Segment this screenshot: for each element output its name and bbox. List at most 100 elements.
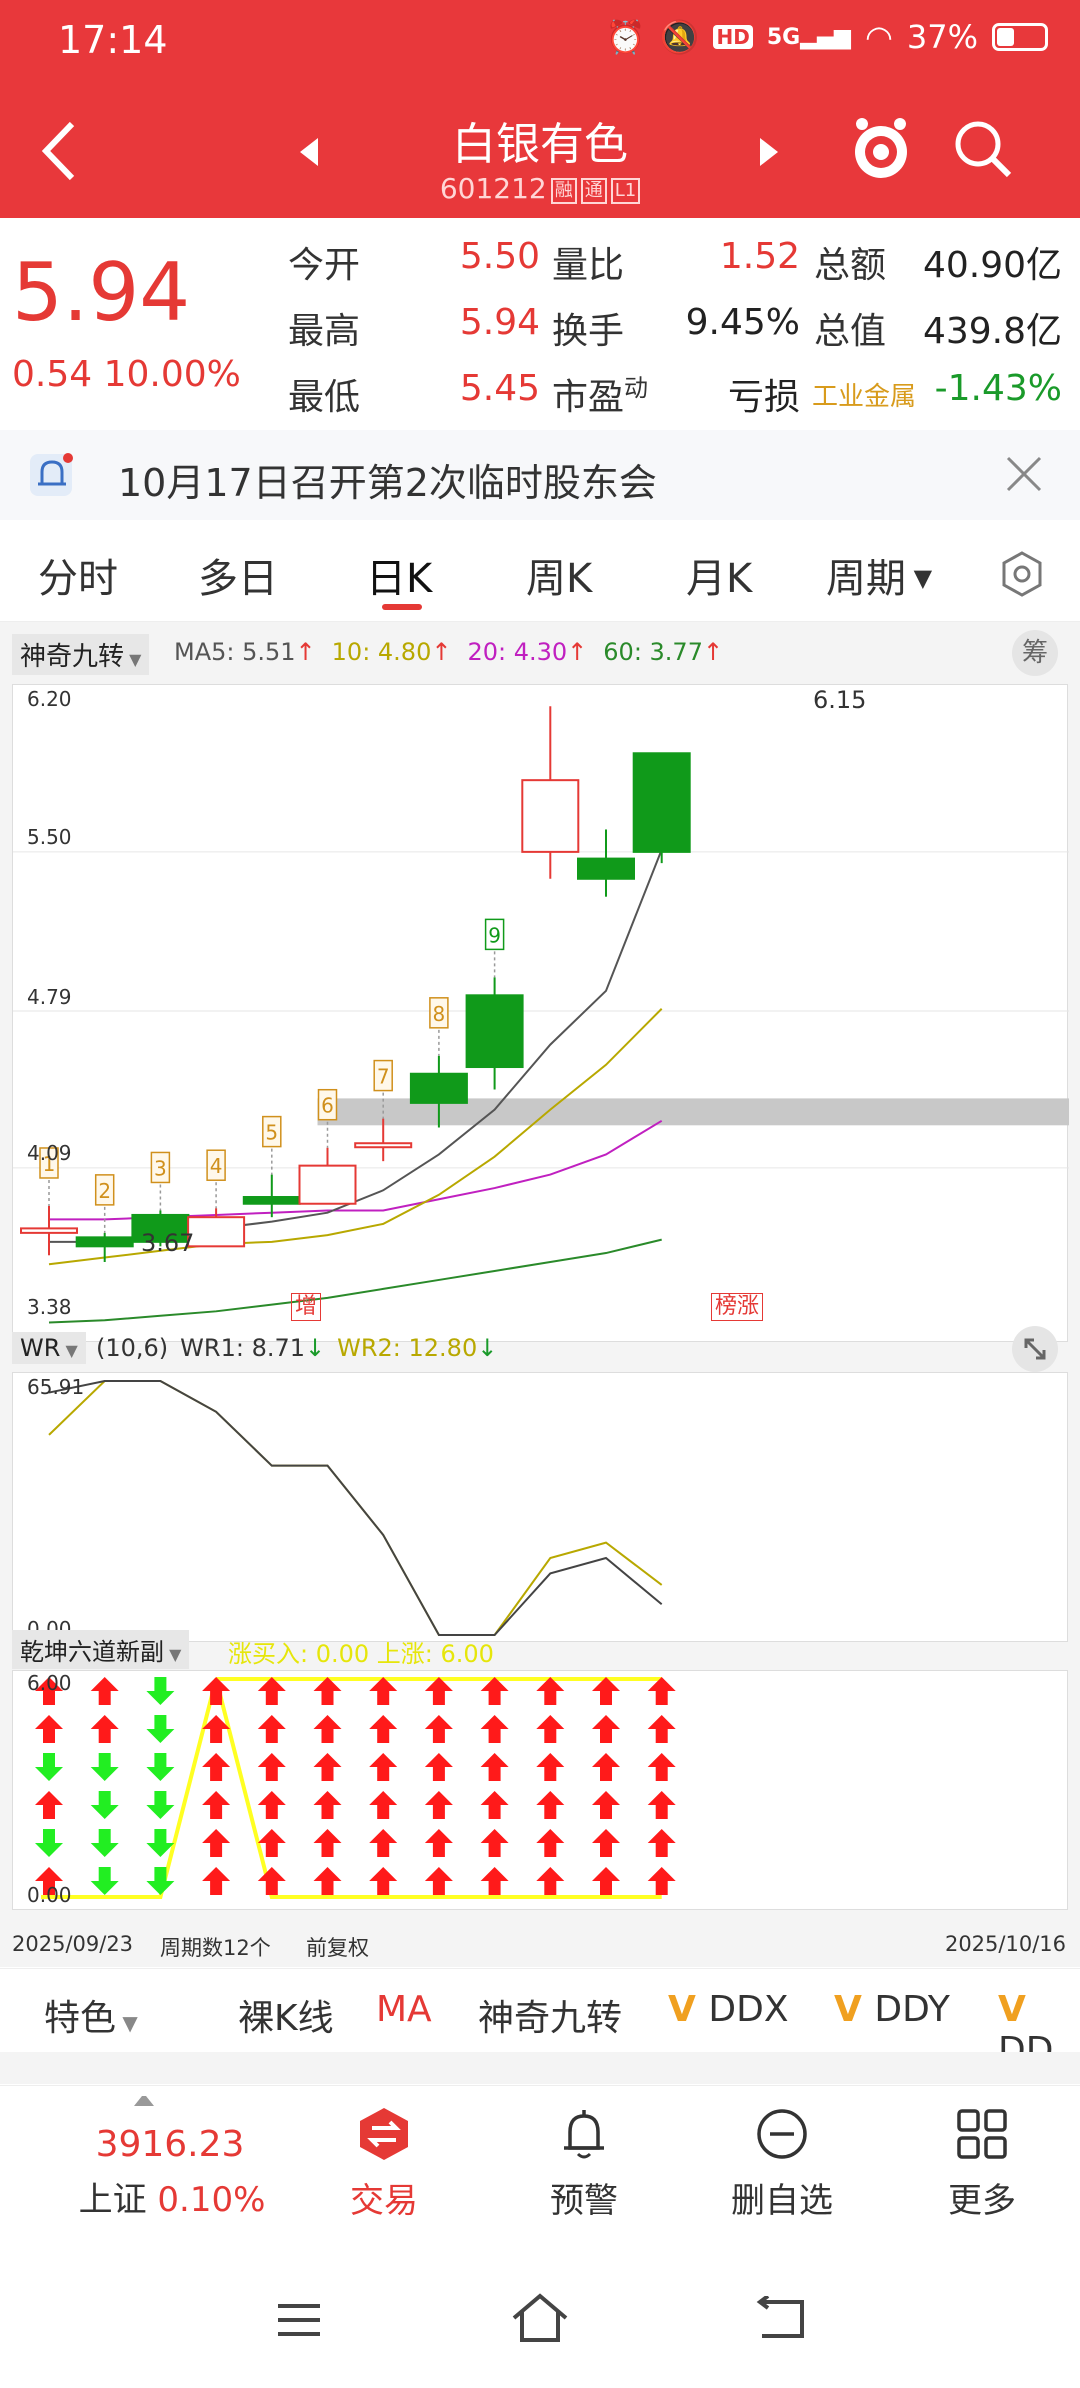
up-arrow-icon [424,1677,453,1705]
up-arrow-icon [480,1829,509,1857]
kline-indicator-select[interactable]: 神奇九转 ▼ [12,634,150,675]
tab-intraday[interactable]: 分时 [38,556,118,602]
settings-hexagon-icon[interactable] [998,550,1046,598]
tool-nine-turn[interactable]: 神奇九转 [478,1998,623,2039]
turnover-amount-value: 40.90亿 [922,245,1062,286]
up-arrow-icon [257,1829,286,1857]
down-arrow-icon [35,1753,63,1781]
tab-period[interactable]: 周期 ▼ [826,546,932,604]
mute-icon: 🔕 [659,18,700,56]
down-arrow-icon [146,1829,175,1857]
mascot-icon[interactable] [848,114,914,184]
tab-daily-k[interactable]: 日K [366,556,433,602]
wr1-text: WR1: 8.71 [180,1334,305,1362]
tab-weekly-k[interactable]: 周K [526,556,593,602]
nine-turn-number: 5 [265,1121,278,1145]
up-arrow-icon [202,1715,231,1743]
nine-turn-number: 6 [321,1094,334,1118]
up-arrow-icon [536,1791,565,1819]
home-icon[interactable] [510,2292,570,2344]
stock-code-text: 601212 [439,172,547,205]
wr-y-top: 65.91 [27,1375,85,1399]
ma60-text: 60: 3.77 [603,638,703,666]
y-tick-3: 4.79 [27,985,72,1009]
nine-turn-number: 8 [433,1002,446,1026]
nav-more[interactable]: 更多 [922,2106,1042,2222]
marker-top-list[interactable]: 榜涨 [711,1293,764,1321]
up-arrow-icon [647,1753,676,1781]
pe-label-sup: 动 [624,374,649,402]
up-arrow-icon [647,1791,676,1819]
up-arrow-icon [257,1753,286,1781]
nine-turn-box [484,918,505,951]
up-arrow-icon [536,1753,565,1781]
down-arrow-icon [146,1867,175,1895]
index-value[interactable]: 3916.23 [95,2124,245,2165]
wr2-line [48,1380,663,1636]
nav-remove-watchlist[interactable]: 删自选 [722,2106,842,2222]
nine-turn-box [206,1149,226,1181]
tool-naked-k[interactable]: 裸K线 [238,1998,334,2039]
search-icon[interactable] [952,118,1014,180]
up-arrow-icon [480,1715,509,1743]
tool-ddy[interactable]: V DDY [834,1989,950,2030]
down-arrow-icon [146,1677,175,1705]
up-arrow-icon [313,1867,342,1895]
up-arrow-icon [592,1791,620,1819]
announcement-text[interactable]: 10月17日召开第2次临时股东会 [118,461,657,505]
tab-multiday[interactable]: 多日 [198,556,278,602]
prev-stock-icon[interactable] [300,138,318,166]
tool-dd[interactable]: V DD [998,1989,1080,2071]
chart-area: 神奇九转 ▼ MA5: 5.51↑ 10: 4.80↑ 20: 4.30↑ 60… [0,622,1080,1967]
tool-ma[interactable]: MA [376,1989,432,2030]
menu-icon[interactable] [274,2300,324,2340]
wr-panel[interactable]: 65.91 0.00 [12,1372,1068,1642]
nine-turn-box [373,1059,393,1092]
vip-icon: V [998,1989,1026,2030]
chip-distribution-button[interactable]: 筹 [1012,630,1058,676]
index-summary[interactable]: 上证 0.10% [52,2172,292,2221]
up-arrow-icon [424,1829,453,1857]
close-icon[interactable] [1004,454,1044,494]
alert-bell-icon [564,2110,604,2159]
nine-turn-number: 4 [210,1154,223,1178]
grid-more-icon [957,2109,1007,2159]
qk-panel[interactable]: 6.00 0.00 [12,1670,1068,1910]
nine-turn-box [262,1115,282,1148]
period-count: 周期数12个 [160,1936,271,1960]
tool-ddx[interactable]: V DDX [668,1989,789,2030]
adjust-mode[interactable]: 前复权 [306,1936,369,1960]
high-value: 5.94 [459,302,540,343]
candle-body [131,1213,190,1243]
down-arrow-icon [90,1753,119,1781]
back-nav-icon[interactable] [752,2296,808,2342]
tab-monthly-k[interactable]: 月K [686,556,753,602]
candle-body [632,752,691,853]
qk-indicator-select[interactable]: 乾坤六道新副 ▼ [12,1630,190,1669]
marker-increase[interactable]: 增 [291,1293,322,1321]
sector-name[interactable]: 工业金属 [812,382,917,412]
next-stock-icon[interactable] [760,138,778,166]
pe-label-text: 市盈 [552,377,625,418]
up-arrow-icon [369,1829,398,1857]
up-arrow-icon [257,1715,286,1743]
up-arrow-icon [647,1829,676,1857]
up-arrow-icon [592,1715,620,1743]
nine-turn-box [150,1151,171,1184]
expand-icon[interactable] [1012,1326,1058,1372]
up-arrow-icon [424,1715,453,1743]
back-arrow-icon[interactable] [38,118,82,184]
date-end: 2025/10/16 [944,1932,1066,1956]
dropdown-icon: ▼ [164,1645,182,1664]
nav-trade[interactable]: 交易 [324,2106,444,2222]
wr-indicator-select[interactable]: WR ▼ [12,1332,86,1364]
pe-value: 亏损 [727,377,800,418]
nav-alert[interactable]: 预警 [524,2106,644,2222]
sector-change[interactable]: -1.43% [934,368,1062,409]
tool-featured[interactable]: 特色 ▼ [44,1989,138,2041]
low-value: 5.45 [459,368,540,409]
announcement-bar[interactable]: 10月17日召开第2次临时股东会 [0,430,1080,520]
y-tick-2: 5.50 [27,825,72,849]
candle-body [20,1227,78,1234]
